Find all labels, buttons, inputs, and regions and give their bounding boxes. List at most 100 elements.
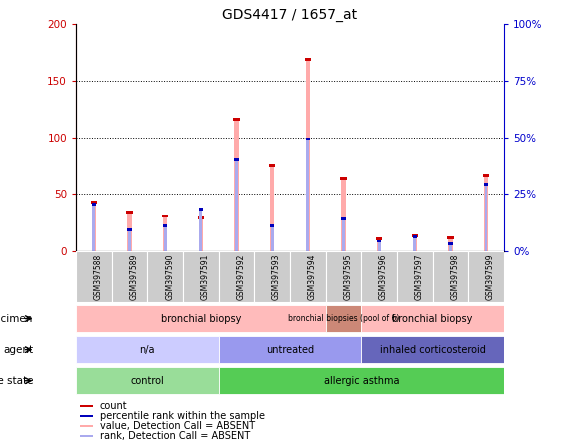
Bar [199, 216, 203, 251]
Bar [306, 138, 310, 140]
Bar [81, 425, 93, 427]
Bar [485, 183, 488, 251]
Text: GSM397599: GSM397599 [486, 254, 495, 300]
Bar [235, 158, 238, 251]
Bar [162, 214, 168, 218]
Bar [254, 251, 290, 302]
Bar [484, 174, 488, 251]
Bar [448, 242, 453, 245]
Text: control: control [131, 376, 164, 386]
Bar [81, 435, 93, 437]
Bar [325, 305, 361, 332]
Bar [342, 217, 345, 251]
Bar [148, 251, 183, 302]
Bar [361, 251, 397, 302]
Bar [447, 236, 454, 239]
Bar [306, 58, 310, 251]
Bar [92, 203, 95, 251]
Bar [233, 119, 240, 121]
Bar [76, 368, 218, 394]
Bar [290, 251, 325, 302]
Bar [76, 251, 111, 302]
Bar [234, 158, 239, 161]
Text: specimen: specimen [0, 313, 33, 324]
Bar [397, 251, 432, 302]
Bar [164, 224, 167, 251]
Text: bronchial biopsies (pool of 6): bronchial biopsies (pool of 6) [288, 314, 399, 323]
Text: GSM397597: GSM397597 [415, 254, 424, 300]
Text: GSM397590: GSM397590 [165, 254, 174, 300]
Bar [484, 183, 488, 186]
Bar [270, 164, 274, 251]
Bar [199, 208, 202, 251]
Bar [432, 251, 468, 302]
Bar [468, 251, 504, 302]
Text: GSM397592: GSM397592 [236, 254, 245, 300]
Bar [377, 237, 381, 251]
Text: percentile rank within the sample: percentile rank within the sample [100, 411, 265, 421]
Bar [218, 337, 361, 363]
Bar [76, 305, 325, 332]
Bar [306, 138, 309, 251]
Bar [449, 242, 452, 251]
Bar [483, 174, 489, 177]
Text: count: count [100, 401, 127, 411]
Text: untreated: untreated [266, 345, 314, 355]
Bar [413, 235, 416, 251]
Bar [163, 224, 167, 226]
Text: GSM397594: GSM397594 [308, 254, 317, 300]
Text: GSM397593: GSM397593 [272, 254, 281, 300]
Text: agent: agent [3, 345, 33, 355]
Bar [325, 251, 361, 302]
Text: value, Detection Call = ABSENT: value, Detection Call = ABSENT [100, 421, 254, 431]
Text: allergic asthma: allergic asthma [324, 376, 399, 386]
Text: bronchial biopsy: bronchial biopsy [160, 313, 241, 324]
Text: disease state: disease state [0, 376, 33, 386]
Text: GSM397588: GSM397588 [94, 254, 103, 300]
Bar [376, 237, 382, 240]
Bar [361, 305, 504, 332]
Bar [199, 208, 203, 210]
Text: GSM397589: GSM397589 [129, 254, 138, 300]
Bar [340, 177, 347, 180]
Bar [92, 203, 96, 206]
Bar [361, 337, 504, 363]
Bar [413, 235, 417, 238]
Bar [126, 211, 133, 214]
Bar [269, 164, 275, 166]
Bar [413, 234, 417, 251]
Bar [377, 240, 381, 242]
Bar [341, 177, 346, 251]
Bar [218, 368, 504, 394]
Bar [198, 216, 204, 218]
Bar [128, 228, 131, 251]
Bar [270, 224, 274, 226]
Bar [76, 337, 218, 363]
Text: GSM397591: GSM397591 [201, 254, 210, 300]
Bar [81, 415, 93, 417]
Bar [218, 251, 254, 302]
Bar [305, 58, 311, 61]
Title: GDS4417 / 1657_at: GDS4417 / 1657_at [222, 8, 358, 22]
Text: GSM397595: GSM397595 [343, 254, 352, 300]
Bar [127, 228, 132, 231]
Bar [111, 251, 148, 302]
Bar [234, 119, 239, 251]
Text: n/a: n/a [140, 345, 155, 355]
Bar [81, 405, 93, 407]
Bar [271, 224, 274, 251]
Text: inhaled corticosteroid: inhaled corticosteroid [379, 345, 485, 355]
Bar [183, 251, 218, 302]
Bar [127, 211, 132, 251]
Bar [448, 236, 453, 251]
Bar [163, 214, 167, 251]
Text: bronchial biopsy: bronchial biopsy [392, 313, 473, 324]
Text: GSM397598: GSM397598 [450, 254, 459, 300]
Bar [412, 234, 418, 237]
Text: rank, Detection Call = ABSENT: rank, Detection Call = ABSENT [100, 431, 250, 441]
Text: GSM397596: GSM397596 [379, 254, 388, 300]
Bar [341, 217, 346, 220]
Bar [378, 240, 381, 251]
Bar [92, 201, 96, 251]
Bar [91, 201, 97, 204]
